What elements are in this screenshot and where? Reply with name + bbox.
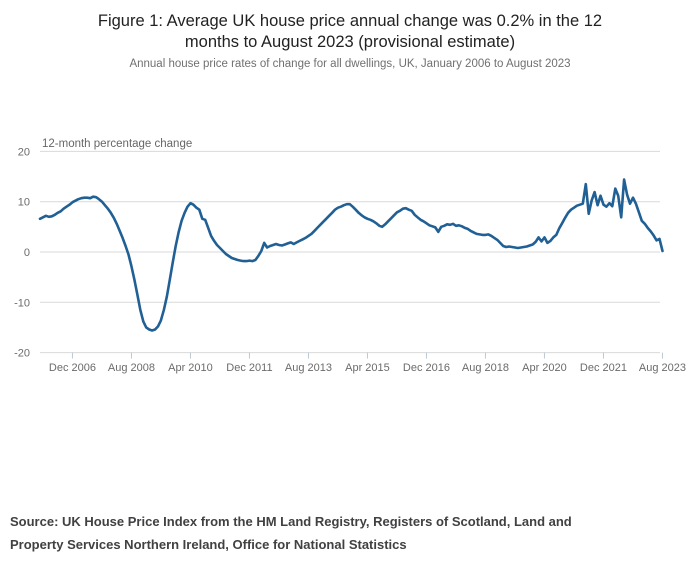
figure-title-line-1: Figure 1: Average UK house price annual …: [97, 12, 603, 30]
x-axis-label: Aug 2008: [108, 362, 155, 374]
figure-subtitle: Annual house price rates of change for a…: [129, 58, 571, 70]
house-price-line-chart: 20 10 0 -10 -20 Dec 2006 Aug 2008 Apr 2010 Dec 2…: [14, 138, 686, 374]
x-axis-label: Dec 2016: [403, 362, 450, 374]
data-line-series: [38, 178, 664, 332]
y-axis-label--10: -10: [14, 297, 30, 309]
y-axis-label-0: 0: [24, 247, 30, 259]
figure-title: Figure 1: Average UK house price annual …: [0, 11, 700, 53]
axis-title: 12-month percentage change: [42, 138, 192, 150]
figure-title-line-2: months to August 2023 (provisional estim…: [184, 33, 516, 51]
x-axis-label: Dec 2006: [49, 362, 96, 374]
x-axis-label: Dec 2021: [580, 362, 627, 374]
x-axis-label: Aug 2018: [462, 362, 509, 374]
x-axis-label: Dec 2011: [226, 362, 272, 374]
source-note-line-2: Property Services Northern Ireland, Offi…: [10, 536, 407, 552]
source-note-line-1: Source: UK House Price Index from the HM…: [10, 514, 572, 529]
x-axis-label: Apr 2010: [168, 362, 213, 374]
y-axis-label-10: 10: [18, 197, 30, 209]
source-note: Source: UK House Price Index from the HM…: [10, 511, 670, 556]
y-axis-label--20: -20: [14, 348, 30, 360]
x-axis-label: Aug 2023: [639, 362, 686, 374]
x-axis-label: Apr 2020: [522, 362, 567, 374]
y-axis-label-20: 20: [18, 146, 30, 158]
x-axis-label: Aug 2013: [285, 362, 332, 374]
x-axis-label: Apr 2015: [345, 362, 390, 374]
